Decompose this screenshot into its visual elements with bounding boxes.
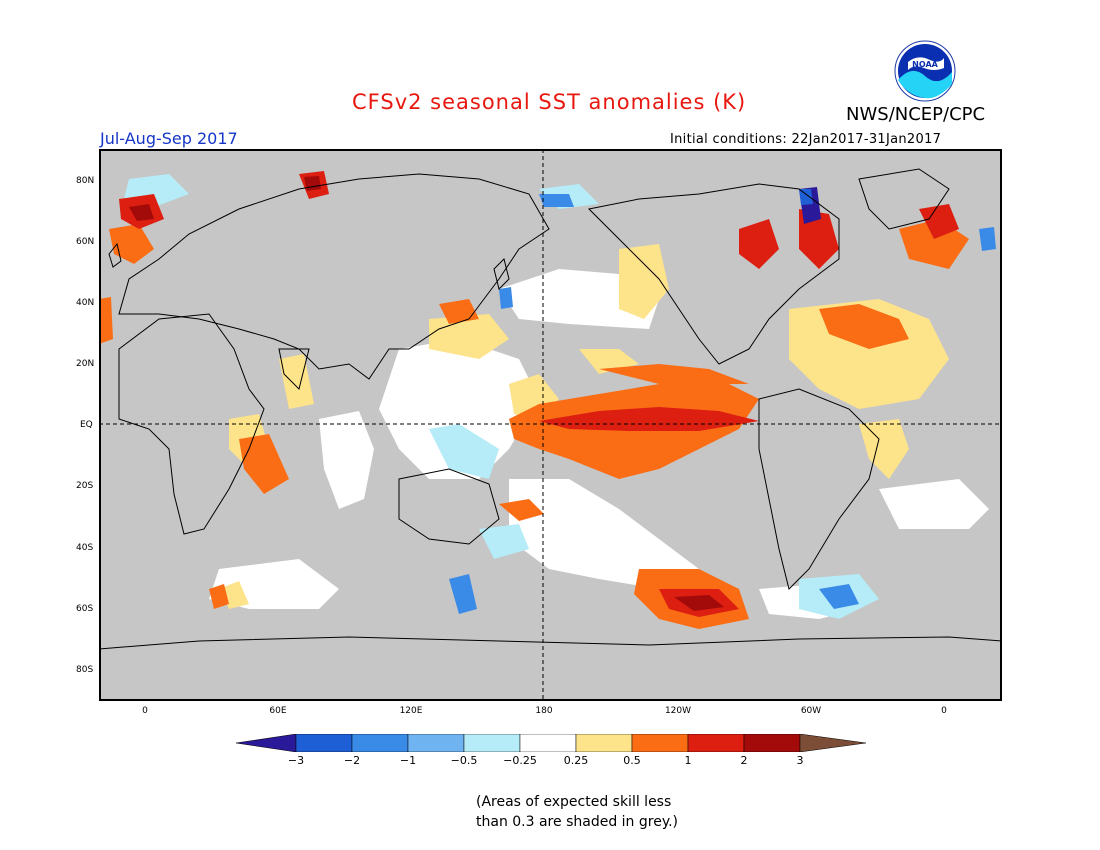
colorbar-label: 0.25 bbox=[563, 754, 589, 767]
colorbar-label: −3 bbox=[287, 754, 305, 767]
colorbar-label: −2 bbox=[343, 754, 361, 767]
strong-positive-areas bbox=[119, 171, 959, 617]
colorbar-segment-8 bbox=[687, 734, 745, 752]
colorbar-segment-6 bbox=[575, 734, 633, 752]
colorbar-label: 1 bbox=[684, 754, 692, 767]
colorbar-label: 0.5 bbox=[623, 754, 641, 767]
logo-text: NOAA bbox=[912, 60, 938, 69]
lon-label-120w: 120W bbox=[664, 706, 692, 716]
colorbar-segment-10 bbox=[799, 734, 866, 752]
lat-label-40s: 40S bbox=[76, 543, 94, 553]
lon-label-60e: 60E bbox=[269, 706, 287, 716]
moderate-negative-areas bbox=[449, 194, 996, 614]
map-frame bbox=[99, 149, 1002, 701]
colorbar-label: −0.5 bbox=[450, 754, 478, 767]
season-label: Jul-Aug-Sep 2017 bbox=[100, 129, 238, 148]
colorbar-segment-2 bbox=[351, 734, 409, 752]
lat-label-20n: 20N bbox=[76, 359, 95, 369]
colorbar-segment-5 bbox=[519, 734, 577, 752]
colorbar-segment-9 bbox=[743, 734, 801, 752]
lon-label-180: 180 bbox=[535, 706, 553, 716]
colorbar-label: −1 bbox=[399, 754, 417, 767]
colorbar-label: 3 bbox=[796, 754, 804, 767]
lon-label-120e: 120E bbox=[399, 706, 423, 716]
chart-title: CFSv2 seasonal SST anomalies (K) bbox=[352, 90, 747, 114]
colorbar-label: −0.25 bbox=[503, 754, 537, 767]
sst-anomaly-map bbox=[99, 149, 1002, 701]
lat-label-80n: 80N bbox=[76, 176, 95, 186]
colorbar-segment-1 bbox=[295, 734, 353, 752]
footnote-line-1: (Areas of expected skill less bbox=[476, 794, 672, 810]
lat-label-60s: 60S bbox=[76, 604, 94, 614]
colorbar-segment-0 bbox=[236, 734, 297, 752]
lat-label-40n: 40N bbox=[76, 298, 95, 308]
strong-negative-areas bbox=[799, 187, 821, 224]
lon-label-0-left: 0 bbox=[142, 706, 148, 716]
continent-outlines bbox=[99, 168, 1002, 650]
lon-label-0-right: 0 bbox=[941, 706, 947, 716]
colorbar bbox=[236, 734, 866, 752]
colorbar-segment-4 bbox=[463, 734, 521, 752]
lat-label-eq: EQ bbox=[80, 420, 93, 430]
agency-label: NWS/NCEP/CPC bbox=[846, 104, 986, 125]
colorbar-segment-7 bbox=[631, 734, 689, 752]
footnote-line-2: than 0.3 are shaded in grey.) bbox=[476, 814, 679, 830]
noaa-logo-icon: NOAA bbox=[894, 40, 956, 102]
footnote: (Areas of expected skill less than 0.3 a… bbox=[476, 792, 678, 832]
colorbar-segment-3 bbox=[407, 734, 465, 752]
initial-conditions-label: Initial conditions: 22Jan2017-31Jan2017 bbox=[670, 132, 942, 147]
lon-label-60w: 60W bbox=[800, 706, 822, 716]
lat-label-60n: 60N bbox=[76, 237, 95, 247]
lat-label-80s: 80S bbox=[76, 665, 94, 675]
colorbar-label: 2 bbox=[740, 754, 748, 767]
lat-label-20s: 20S bbox=[76, 481, 94, 491]
